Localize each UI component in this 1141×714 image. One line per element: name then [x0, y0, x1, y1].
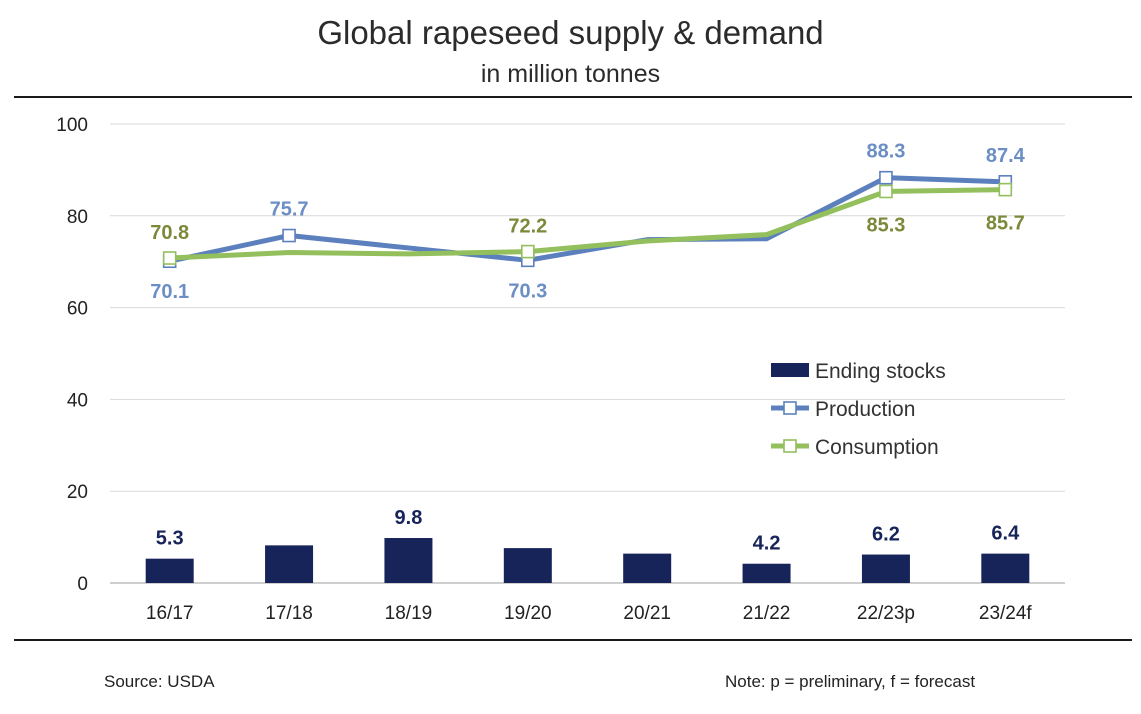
legend-marker-consumption — [783, 439, 797, 453]
x-tick-label: 16/17 — [146, 603, 194, 624]
bar-ending-stocks — [981, 553, 1030, 583]
y-tick-label: 100 — [56, 115, 88, 136]
chart-title: Global rapeseed supply & demand — [317, 14, 824, 51]
bar-data-label: 5.3 — [156, 528, 184, 550]
bar-ending-stocks — [265, 545, 314, 583]
bar-ending-stocks — [145, 558, 194, 583]
line-consumption — [167, 187, 1008, 261]
x-tick-label: 22/23p — [857, 603, 915, 624]
production-data-label: 70.3 — [508, 280, 547, 302]
bar-data-label: 6.2 — [872, 524, 900, 546]
production-data-label: 87.4 — [986, 145, 1026, 167]
x-tick-label: 20/21 — [623, 603, 671, 624]
marker-consumption — [998, 182, 1013, 197]
y-tick-label: 20 — [67, 482, 88, 503]
x-tick-label: 19/20 — [504, 603, 552, 624]
bar-ending-stocks — [623, 553, 672, 583]
production-data-label: 75.7 — [270, 199, 309, 221]
marker-consumption — [162, 251, 177, 265]
bar-ending-stocks — [503, 548, 552, 583]
source-note: Source: USDA — [104, 672, 215, 691]
bar-data-label: 4.2 — [753, 533, 781, 555]
x-tick-label: 17/18 — [265, 603, 313, 624]
bar-ending-stocks — [384, 538, 433, 583]
bar-data-label: 6.4 — [991, 523, 1020, 545]
marker-production — [282, 228, 296, 243]
x-tick-label: 18/19 — [385, 603, 433, 624]
legend-label: Consumption — [815, 436, 939, 459]
bar-ending-stocks — [742, 563, 791, 583]
marker-consumption — [879, 184, 893, 199]
bottom-divider — [14, 639, 1132, 641]
consumption-data-label: 72.2 — [508, 216, 547, 238]
legend-label: Production — [815, 398, 915, 421]
consumption-data-label: 85.7 — [986, 213, 1025, 235]
consumption-data-label: 70.8 — [150, 222, 189, 244]
marker-consumption — [521, 244, 535, 259]
x-tick-label: 23/24f — [979, 603, 1033, 624]
marker-production — [879, 170, 893, 185]
legend-swatch-ending-stocks — [771, 363, 809, 377]
bar-data-label: 9.8 — [395, 507, 423, 529]
forecast-note: Note: p = preliminary, f = forecast — [725, 672, 976, 691]
chart-subtitle: in million tonnes — [480, 60, 661, 88]
production-data-label: 70.1 — [150, 281, 189, 303]
x-tick-label: 21/22 — [743, 603, 791, 624]
y-tick-label: 80 — [67, 207, 88, 228]
legend-label: Ending stocks — [815, 360, 946, 383]
consumption-data-label: 85.3 — [866, 214, 905, 236]
y-tick-label: 40 — [67, 390, 88, 411]
y-tick-label: 0 — [77, 574, 88, 595]
y-tick-label: 60 — [67, 299, 88, 320]
production-data-label: 88.3 — [866, 141, 905, 163]
bar-ending-stocks — [861, 554, 910, 583]
top-divider — [14, 96, 1132, 98]
line-production — [167, 175, 1008, 264]
legend-marker-production — [783, 401, 797, 415]
